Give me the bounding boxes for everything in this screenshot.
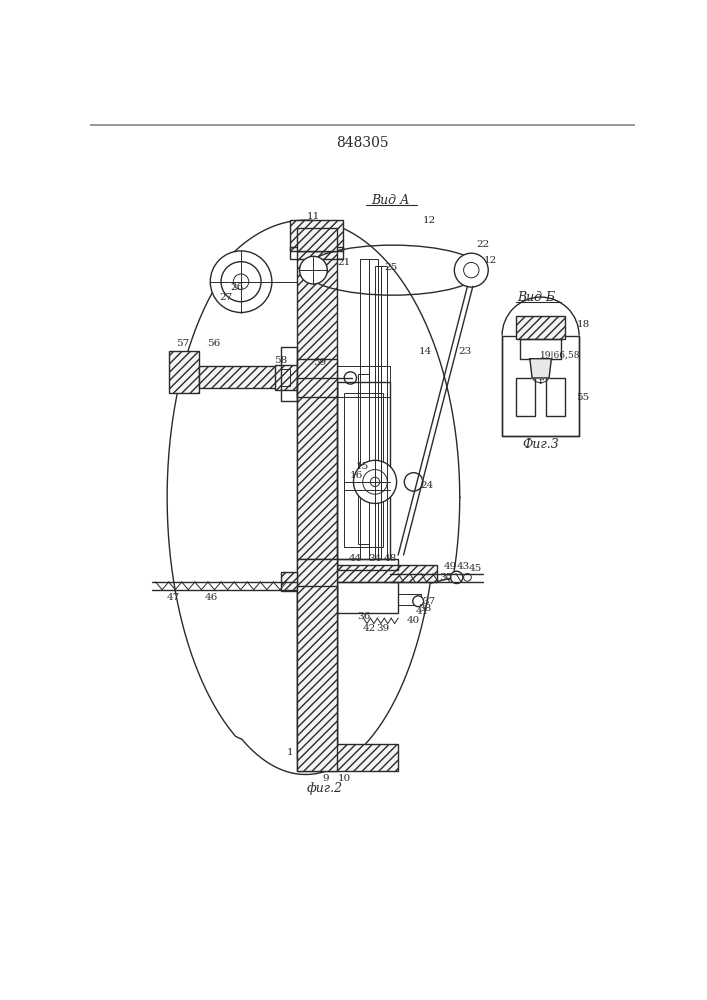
- Text: Вид А: Вид А: [371, 194, 409, 207]
- Bar: [337, 559, 398, 570]
- Text: 46: 46: [205, 593, 218, 602]
- Text: 23: 23: [459, 347, 472, 356]
- Text: 55: 55: [576, 393, 590, 402]
- Text: 27: 27: [219, 293, 233, 302]
- Bar: [337, 382, 390, 559]
- Circle shape: [363, 470, 387, 494]
- Text: 36: 36: [357, 612, 370, 621]
- Bar: [375, 266, 381, 559]
- Bar: [358, 374, 369, 544]
- Bar: [337, 366, 390, 382]
- Text: Фиг.3: Фиг.3: [522, 438, 559, 451]
- Text: 42: 42: [363, 624, 376, 633]
- Text: 25: 25: [384, 263, 397, 272]
- Bar: [296, 251, 337, 759]
- Bar: [275, 365, 296, 389]
- Circle shape: [455, 253, 489, 287]
- Bar: [360, 259, 369, 559]
- Bar: [502, 336, 579, 436]
- Text: 34: 34: [368, 554, 382, 563]
- Text: 848305: 848305: [336, 136, 388, 150]
- Bar: [296, 228, 337, 251]
- Text: 10: 10: [338, 774, 351, 783]
- Text: 22: 22: [477, 240, 489, 249]
- Circle shape: [404, 473, 423, 491]
- Text: Вид Б: Вид Б: [518, 291, 556, 304]
- Text: 49: 49: [444, 562, 457, 571]
- Text: 9: 9: [322, 774, 329, 783]
- Text: 37: 37: [422, 597, 436, 606]
- Text: 45: 45: [469, 564, 481, 573]
- Text: 39: 39: [376, 624, 390, 633]
- Text: 58: 58: [274, 356, 287, 365]
- Polygon shape: [530, 359, 551, 378]
- Bar: [296, 382, 337, 559]
- Text: 26: 26: [230, 283, 243, 292]
- Bar: [337, 382, 390, 397]
- Bar: [516, 316, 565, 339]
- Circle shape: [354, 460, 397, 503]
- Bar: [296, 744, 398, 771]
- Text: 24: 24: [421, 481, 434, 490]
- Circle shape: [464, 574, 472, 581]
- Text: 48: 48: [384, 554, 397, 563]
- Text: 12: 12: [422, 216, 436, 225]
- Bar: [281, 369, 291, 386]
- Circle shape: [210, 251, 272, 312]
- Text: 12: 12: [484, 256, 497, 265]
- Bar: [291, 220, 343, 251]
- Bar: [344, 393, 382, 547]
- Bar: [520, 339, 561, 359]
- Bar: [169, 351, 199, 393]
- Bar: [369, 259, 378, 559]
- Bar: [281, 347, 296, 401]
- Bar: [398, 594, 421, 605]
- Bar: [546, 378, 565, 416]
- Circle shape: [300, 256, 327, 284]
- Text: 19|66,58: 19|66,58: [540, 350, 581, 360]
- Text: 41: 41: [416, 607, 429, 616]
- Text: 59: 59: [313, 358, 326, 367]
- Text: 43: 43: [456, 562, 469, 571]
- Text: 40: 40: [407, 616, 420, 625]
- Text: фиг.2: фиг.2: [307, 782, 343, 795]
- Text: 57: 57: [176, 339, 189, 348]
- Bar: [516, 378, 535, 416]
- Bar: [337, 565, 437, 582]
- Text: 14: 14: [419, 347, 432, 356]
- Text: 21: 21: [338, 258, 351, 267]
- Bar: [381, 266, 387, 559]
- Bar: [296, 559, 337, 744]
- Bar: [291, 247, 343, 259]
- Bar: [199, 366, 300, 388]
- Text: 15: 15: [356, 462, 369, 471]
- Text: 38: 38: [419, 604, 432, 613]
- Text: 44: 44: [349, 554, 363, 563]
- Text: 16: 16: [350, 471, 363, 480]
- Circle shape: [450, 571, 463, 584]
- Circle shape: [413, 596, 423, 607]
- Text: r: r: [538, 377, 543, 386]
- Text: 1: 1: [287, 748, 293, 757]
- Text: 35: 35: [439, 573, 452, 582]
- Circle shape: [344, 372, 356, 384]
- Bar: [281, 572, 296, 591]
- Bar: [296, 359, 337, 397]
- Text: 47: 47: [167, 593, 180, 602]
- Bar: [296, 586, 337, 771]
- Bar: [337, 582, 398, 613]
- Text: 56: 56: [206, 339, 220, 348]
- Circle shape: [221, 262, 261, 302]
- Text: 18: 18: [576, 320, 590, 329]
- Text: 11: 11: [307, 212, 320, 221]
